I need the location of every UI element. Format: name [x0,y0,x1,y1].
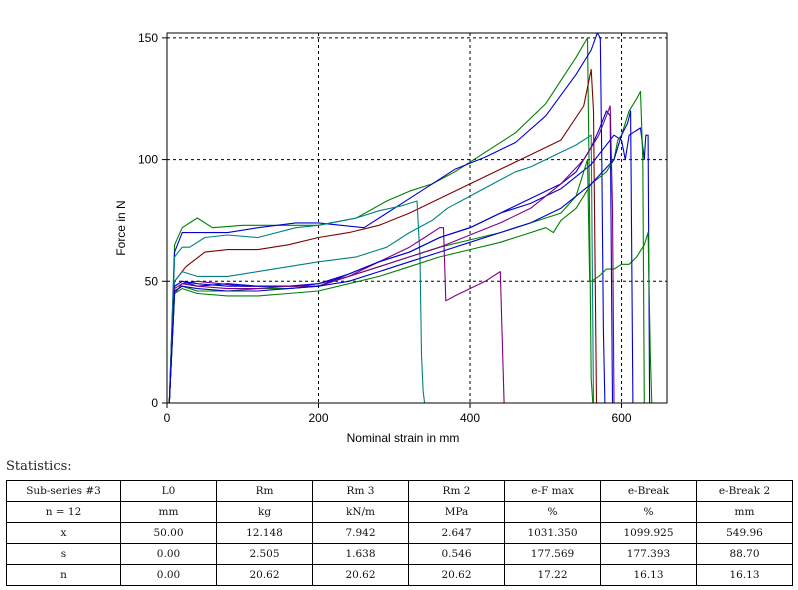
x-tick-label: 600 [612,411,632,425]
table-units-row: n = 12 mm kg kN/m MPa % % mm [6,501,793,523]
header-cell: e-Break [600,480,697,502]
header-cell: Rm [216,480,313,502]
header-cell: e-F max [504,480,601,502]
table-row: n 0.00 20.62 20.62 20.62 17.22 16.13 16.… [6,564,793,586]
table-cell: 50.00 [120,522,217,544]
table-cell: 2.647 [408,522,505,544]
header-cell: e-Break 2 [696,480,793,502]
table-cell: 17.22 [504,564,601,586]
table-cell: 549.96 [696,522,793,544]
table-cell: 1099.925 [600,522,697,544]
x-tick-label: 200 [308,411,328,425]
header-cell: Rm 2 [408,480,505,502]
series-line-specimen-2 [168,32,606,404]
table-cell: 20.62 [216,564,313,586]
y-tick-label: 150 [138,31,158,45]
units-cell: n = 12 [6,501,121,523]
x-tick-label: 400 [460,411,480,425]
table-cell: 7.942 [312,522,409,544]
statistics-table: Sub-series #3 L0 Rm Rm 3 Rm 2 e-F max e-… [6,480,793,586]
table-cell: 2.505 [216,543,313,565]
table-cell: 0.00 [120,543,217,565]
units-cell: MPa [408,501,505,523]
table-cell: 177.393 [600,543,697,565]
table-row: x 50.00 12.148 7.942 2.647 1031.350 1099… [6,522,793,544]
series-line-specimen-9 [168,110,614,404]
header-cell: L0 [120,480,217,502]
header-cell: Sub-series #3 [6,480,121,502]
series-line-specimen-3 [168,68,598,404]
force-strain-chart: 0 50 100 150 0 200 400 600 Nominal strain in m… [114,31,668,445]
table-cell: 1.638 [312,543,409,565]
table-cell: 88.70 [696,543,793,565]
series-line-specimen-5 [168,227,505,404]
series-line-specimen-4 [168,200,426,404]
table-cell: 20.62 [312,564,409,586]
statistics-title: Statistics: [6,459,72,474]
series-group [168,32,653,404]
table-cell: 0.546 [408,543,505,565]
header-cell: Rm 3 [312,480,409,502]
table-row: s 0.00 2.505 1.638 0.546 177.569 177.393… [6,543,793,565]
x-tick-label: 0 [164,411,171,425]
units-cell: mm [120,501,217,523]
series-line-specimen-11 [168,90,645,404]
x-axis: 0 200 400 600 [164,403,632,425]
units-cell: kN/m [312,501,409,523]
y-tick-label: 50 [145,274,159,288]
table-cell: 20.62 [408,564,505,586]
table-cell: 16.13 [696,564,793,586]
y-axis-label: Force in N [114,200,128,255]
series-line-specimen-12 [168,110,634,404]
table-cell: 177.569 [504,543,601,565]
series-line-specimen-1 [168,37,594,404]
table-cell: n [6,564,121,586]
table-cell: 16.13 [600,564,697,586]
plot-frame [166,32,668,404]
units-cell: mm [696,501,793,523]
x-axis-label: Nominal strain in mm [347,431,460,445]
table-header-row: Sub-series #3 L0 Rm Rm 3 Rm 2 e-F max e-… [6,480,793,502]
series-line-specimen-10 [168,105,615,404]
series-line-specimen-6 [168,134,595,404]
y-tick-label: 0 [151,396,158,410]
units-cell: % [504,501,601,523]
units-cell: kg [216,501,313,523]
table-cell: 0.00 [120,564,217,586]
units-cell: % [600,501,697,523]
y-axis: 0 50 100 150 [138,31,167,410]
table-cell: s [6,543,121,565]
table-cell: 1031.350 [504,522,601,544]
table-cell: x [6,522,121,544]
table-cell: 12.148 [216,522,313,544]
y-tick-label: 100 [138,153,158,167]
